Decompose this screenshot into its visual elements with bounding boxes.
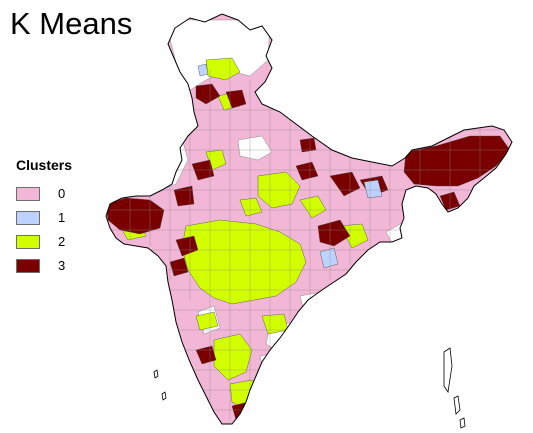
legend-swatch-3: [16, 259, 40, 273]
legend-title: Clusters: [16, 157, 73, 173]
cluster-1-regions: [197, 63, 383, 269]
legend-label-2: 2: [58, 234, 66, 249]
legend-item-0: 0: [16, 186, 96, 204]
andaman-islands: [443, 347, 453, 394]
cluster-3-regions: [106, 83, 511, 421]
nicobar-islands: [453, 395, 461, 415]
map-title: K Means: [10, 6, 133, 41]
legend-item-3: 3: [16, 258, 96, 276]
legend-label-1: 1: [58, 210, 66, 225]
legend-item-1: 1: [16, 210, 96, 228]
legend-swatch-1: [16, 211, 40, 225]
nicobar-islands-south: [459, 417, 466, 429]
lakshadweep-islands-south: [161, 391, 167, 401]
legend-item-2: 2: [16, 234, 96, 252]
legend-swatch-0: [16, 187, 40, 201]
legend-label-0: 0: [58, 186, 66, 201]
lakshadweep-islands: [153, 369, 159, 379]
cluster-2-regions: [119, 57, 369, 411]
legend-swatch-2: [16, 235, 40, 249]
legend-label-3: 3: [58, 258, 66, 273]
islands: [153, 347, 466, 429]
